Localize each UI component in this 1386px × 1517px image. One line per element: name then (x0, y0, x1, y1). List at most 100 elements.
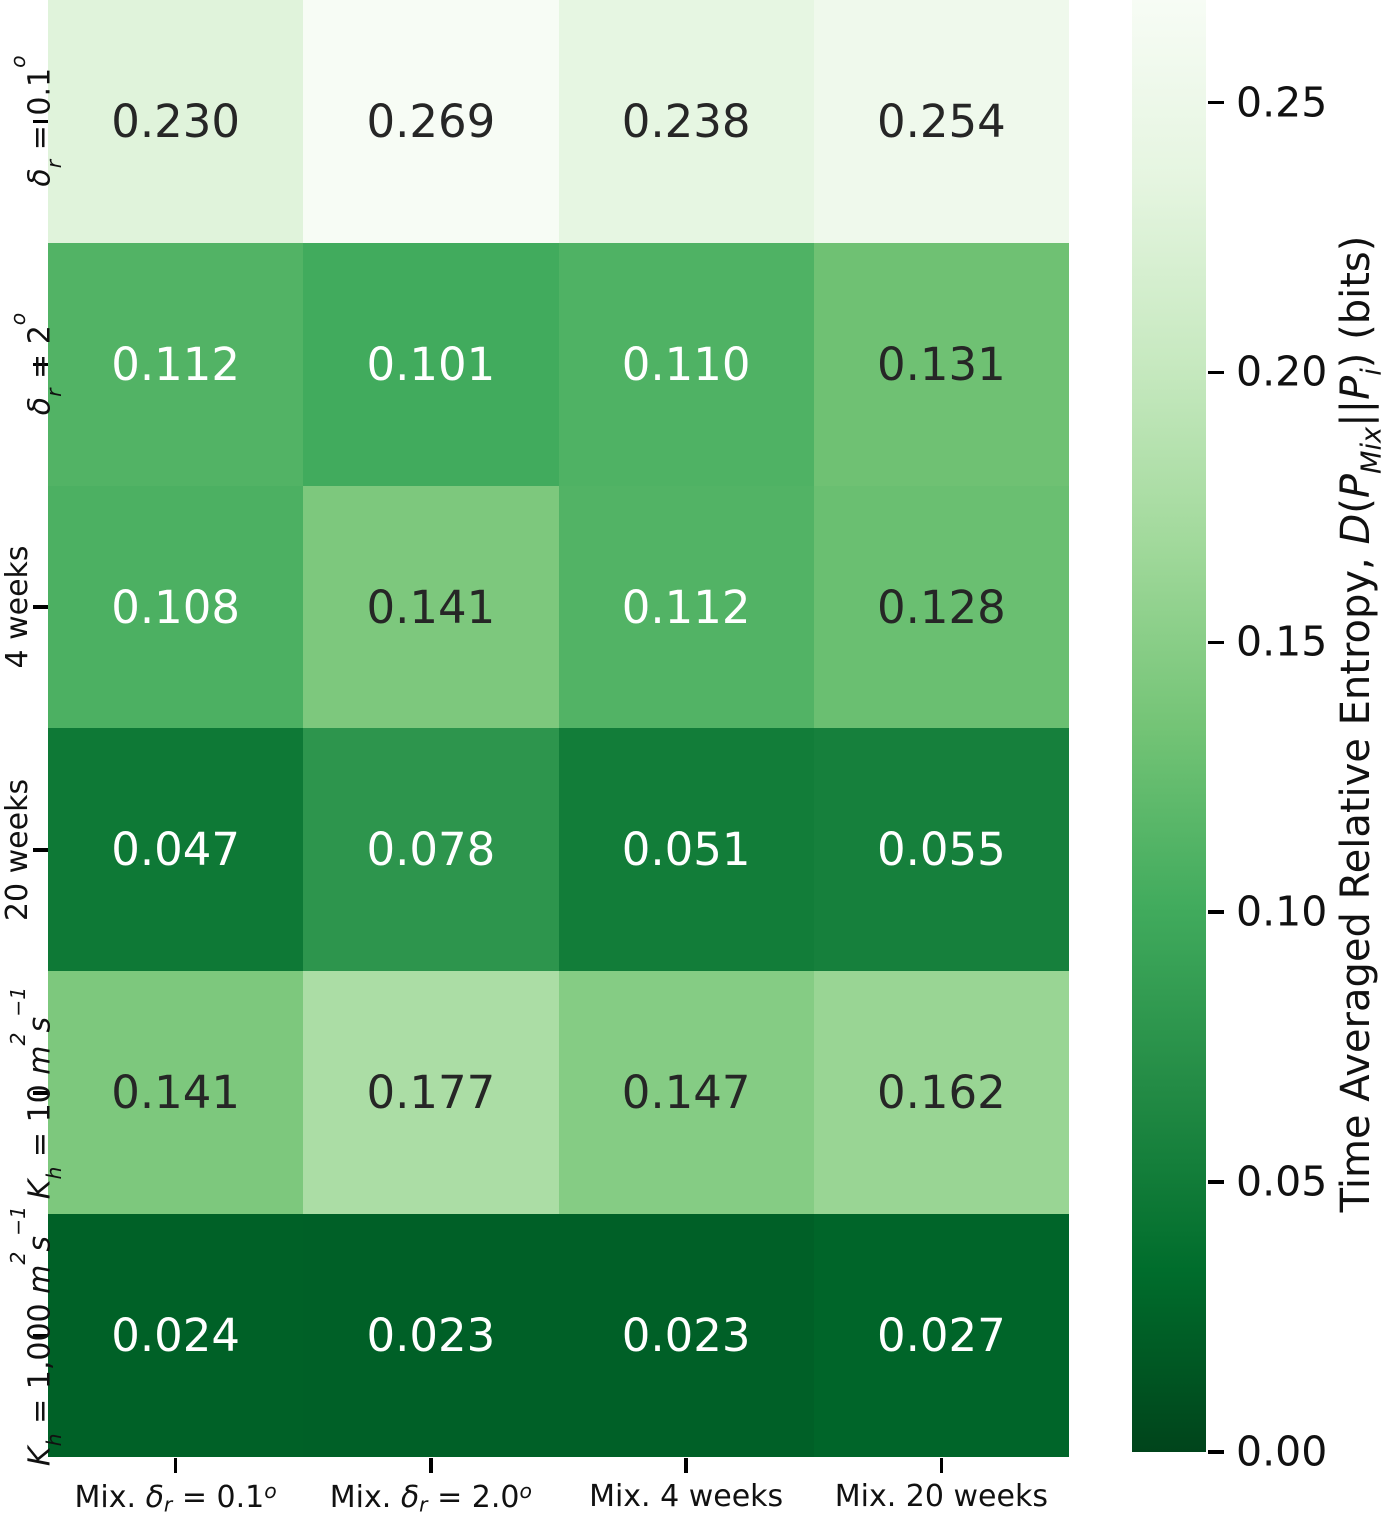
label-segment: h (41, 1433, 66, 1446)
colorbar-tick-mark (1208, 370, 1224, 375)
x-tick-label: Mix. δr = 0.1o (0, 1479, 426, 1516)
heatmap-cell: 0.230 (48, 0, 304, 243)
heatmap-grid: 0.230 0.269 0.238 0.254 0.112 0.101 0.110 0.131… (48, 0, 1069, 1457)
heatmap-cell: 0.254 (813, 0, 1069, 243)
label-segment: = 2.0 (427, 1480, 520, 1516)
label-segment: s (22, 1235, 58, 1252)
heatmap-cell: 0.238 (558, 0, 814, 243)
label-segment: 2 (6, 1251, 30, 1265)
heatmap-cell: 0.141 (48, 971, 304, 1215)
label-segment: K (22, 1445, 58, 1466)
label-segment: r (419, 1492, 428, 1517)
colorbar-tick-label: 0.20 (1236, 347, 1328, 396)
colorbar-tick-label: 0.25 (1236, 78, 1328, 127)
cell-value: 0.141 (366, 580, 496, 634)
heatmap-cell: 0.128 (813, 485, 1069, 729)
cell-value: 0.147 (621, 1066, 751, 1120)
heatmap-cell: 0.177 (303, 971, 559, 1215)
label-segment: = 0.1 (172, 1480, 265, 1516)
cell-value: 0.177 (366, 1066, 496, 1120)
label-segment: Time Averaged Relative Entropy, (1333, 544, 1379, 1213)
cell-value: 0.101 (366, 337, 496, 391)
label-segment: Mix. (329, 1480, 401, 1516)
heatmap-cell: 0.269 (303, 0, 559, 243)
x-tick-mark (173, 1458, 178, 1473)
heatmap-cell: 0.051 (558, 728, 814, 972)
cell-value: 0.230 (111, 94, 241, 148)
colorbar-tick-mark (1208, 1450, 1224, 1454)
heatmap-cell: 0.108 (48, 485, 304, 729)
label-segment: D (1333, 513, 1379, 545)
colorbar-tick-mark (1208, 910, 1224, 914)
cell-value: 0.131 (876, 337, 1006, 391)
heatmap-cell: 0.047 (48, 728, 304, 972)
cell-value: 0.128 (876, 580, 1006, 634)
colorbar-tick-mark (1208, 640, 1224, 645)
cell-value: 0.023 (621, 1309, 751, 1363)
label-segment: δ (400, 1480, 420, 1516)
cell-value: 0.078 (366, 823, 496, 877)
colorbar-tick-label: 0.10 (1236, 887, 1328, 936)
cell-value: 0.108 (111, 580, 241, 634)
heatmap-cell: 0.101 (303, 242, 559, 486)
cell-value: 0.238 (621, 94, 751, 148)
heatmap-cell: 0.112 (48, 242, 304, 486)
y-tick-mark (33, 605, 48, 609)
x-tick-label: Mix. δr = 2.0o (181, 1479, 681, 1516)
heatmap-cell: 0.023 (558, 1214, 814, 1457)
label-segment: i (1356, 368, 1386, 376)
cell-value: 0.269 (366, 94, 496, 148)
cell-value: 0.024 (111, 1309, 241, 1363)
y-tick-mark (33, 848, 48, 852)
label-segment: −1 (6, 1205, 30, 1236)
heatmap-cell: 0.131 (813, 242, 1069, 486)
label-segment: Mix. (74, 1480, 146, 1516)
label-segment: P (1333, 473, 1379, 499)
cell-value: 0.051 (621, 823, 751, 877)
colorbar-tick-label: 0.00 (1236, 1427, 1328, 1476)
heatmap-cell: 0.112 (558, 485, 814, 729)
colorbar-tick-label: 0.15 (1236, 617, 1328, 666)
heatmap-cell: 0.162 (813, 971, 1069, 1215)
heatmap-cell: 0.024 (48, 1214, 304, 1457)
y-tick-mark (33, 119, 48, 124)
label-segment: Mix. 4 weeks (589, 1479, 784, 1514)
cell-value: 0.023 (366, 1309, 496, 1363)
cell-value: 0.141 (111, 1066, 241, 1120)
cell-value: 0.112 (621, 580, 751, 634)
x-tick-label: Mix. 20 weeks (691, 1479, 1191, 1514)
label-segment: ) (bits) (1333, 235, 1379, 369)
cell-value: 0.112 (111, 337, 241, 391)
cell-value: 0.055 (876, 823, 1006, 877)
label-segment: = 1,000 (22, 1293, 58, 1434)
label-segment: Mix (1356, 426, 1386, 474)
colorbar-tick-mark (1208, 100, 1224, 105)
heatmap-cell: 0.027 (813, 1214, 1069, 1457)
cell-value: 0.027 (876, 1309, 1006, 1363)
y-tick-mark (33, 1091, 48, 1095)
y-tick-mark (33, 1333, 48, 1338)
heatmap-cell: 0.023 (303, 1214, 559, 1457)
x-tick-mark (684, 1458, 688, 1473)
cell-value: 0.047 (111, 823, 241, 877)
y-tick-mark (33, 362, 48, 366)
colorbar-tick-mark (1208, 1180, 1224, 1184)
heatmap-cell: 0.141 (303, 485, 559, 729)
label-segment: Mix. 20 weeks (834, 1479, 1048, 1514)
label-segment: m (22, 1264, 58, 1294)
cell-value: 0.110 (621, 337, 751, 391)
heatmap-cell: 0.055 (813, 728, 1069, 972)
colorbar-tick-label: 0.05 (1236, 1157, 1328, 1206)
heatmap-cell: 0.078 (303, 728, 559, 972)
x-tick-label: Mix. 4 weeks (436, 1479, 936, 1514)
cell-value: 0.254 (876, 94, 1006, 148)
colorbar-axis-label: Time Averaged Relative Entropy, D(PMix||… (1324, 124, 1386, 1324)
x-tick-mark (939, 1458, 944, 1473)
label-segment: r (163, 1492, 173, 1517)
x-tick-mark (429, 1458, 433, 1473)
label-segment: δ (145, 1480, 164, 1516)
cell-value: 0.162 (876, 1066, 1006, 1120)
label-segment: ( (1333, 498, 1379, 514)
heatmap-cell: 0.147 (558, 971, 814, 1215)
